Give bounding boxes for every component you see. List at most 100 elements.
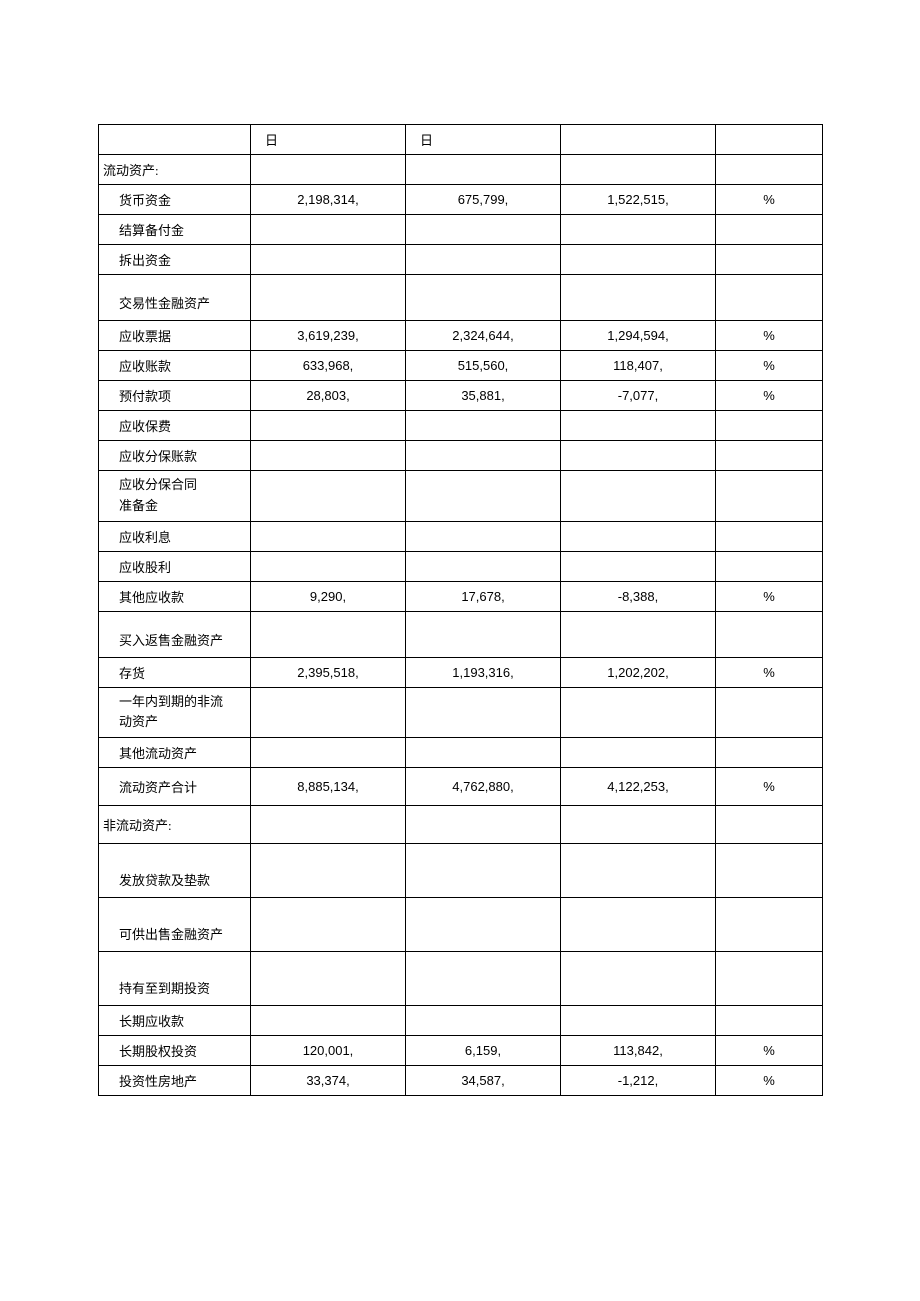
- cell-v3: -7,077,: [561, 381, 716, 411]
- cell-v2: 35,881,: [406, 381, 561, 411]
- header-label: [99, 125, 251, 155]
- table-row: 结算备付金: [99, 215, 823, 245]
- cell-v3: -8,388,: [561, 581, 716, 611]
- cell-v2: [406, 441, 561, 471]
- cell-v3: [561, 952, 716, 1006]
- cell-v3: [561, 275, 716, 321]
- row-label: 货币资金: [99, 185, 251, 215]
- cell-v1: 33,374,: [251, 1066, 406, 1096]
- row-label: 预付款项: [99, 381, 251, 411]
- table-row: 买入返售金融资产: [99, 611, 823, 657]
- cell-v2: [406, 155, 561, 185]
- cell-v4: [716, 521, 823, 551]
- cell-v3: [561, 806, 716, 844]
- cell-v4: [716, 245, 823, 275]
- row-label: 非流动资产:: [99, 806, 251, 844]
- table-row: 一年内到期的非流动资产: [99, 687, 823, 738]
- cell-v3: [561, 245, 716, 275]
- header-row: 日日: [99, 125, 823, 155]
- cell-v4: %: [716, 381, 823, 411]
- row-label: 一年内到期的非流动资产: [99, 687, 251, 738]
- cell-v3: 1,522,515,: [561, 185, 716, 215]
- cell-v3: [561, 215, 716, 245]
- cell-v1: [251, 471, 406, 522]
- cell-v2: [406, 551, 561, 581]
- cell-v2: [406, 806, 561, 844]
- cell-v4: %: [716, 657, 823, 687]
- table-row: 可供出售金融资产: [99, 898, 823, 952]
- cell-v1: [251, 551, 406, 581]
- row-label: 应收股利: [99, 551, 251, 581]
- row-label: 流动资产:: [99, 155, 251, 185]
- table-row: 应收账款633,968,515,560,118,407,%: [99, 351, 823, 381]
- cell-v3: 118,407,: [561, 351, 716, 381]
- cell-v3: 1,294,594,: [561, 321, 716, 351]
- table-row: 应收分保合同准备金: [99, 471, 823, 522]
- table-row: 存货2,395,518,1,193,316,1,202,202,%: [99, 657, 823, 687]
- table-row: 持有至到期投资: [99, 952, 823, 1006]
- cell-v1: [251, 898, 406, 952]
- row-label: 应收分保合同准备金: [99, 471, 251, 522]
- cell-v2: [406, 738, 561, 768]
- cell-v4: [716, 471, 823, 522]
- row-label: 其他流动资产: [99, 738, 251, 768]
- cell-v4: [716, 275, 823, 321]
- cell-v1: 8,885,134,: [251, 768, 406, 806]
- cell-v1: [251, 245, 406, 275]
- header-c5: [716, 125, 823, 155]
- cell-v4: %: [716, 1066, 823, 1096]
- table-row: 流动资产合计8,885,134,4,762,880,4,122,253,%: [99, 768, 823, 806]
- cell-v4: %: [716, 1036, 823, 1066]
- cell-v4: %: [716, 768, 823, 806]
- cell-v2: [406, 611, 561, 657]
- cell-v3: [561, 738, 716, 768]
- cell-v4: [716, 215, 823, 245]
- cell-v1: [251, 738, 406, 768]
- cell-v3: [561, 411, 716, 441]
- row-label: 应收票据: [99, 321, 251, 351]
- row-label: 买入返售金融资产: [99, 611, 251, 657]
- cell-v1: 120,001,: [251, 1036, 406, 1066]
- cell-v2: 4,762,880,: [406, 768, 561, 806]
- cell-v2: [406, 898, 561, 952]
- cell-v1: 2,395,518,: [251, 657, 406, 687]
- balance-sheet-table: 日日流动资产:货币资金2,198,314,675,799,1,522,515,%…: [98, 124, 823, 1096]
- cell-v3: [561, 1006, 716, 1036]
- row-label: 发放贷款及垫款: [99, 844, 251, 898]
- cell-v1: [251, 806, 406, 844]
- cell-v3: [561, 155, 716, 185]
- table-row: 应收利息: [99, 521, 823, 551]
- header-c2: 日: [251, 125, 406, 155]
- cell-v3: [561, 551, 716, 581]
- cell-v2: 1,193,316,: [406, 657, 561, 687]
- row-label: 应收利息: [99, 521, 251, 551]
- cell-v3: [561, 611, 716, 657]
- cell-v2: [406, 844, 561, 898]
- cell-v1: 28,803,: [251, 381, 406, 411]
- cell-v2: 675,799,: [406, 185, 561, 215]
- cell-v3: [561, 844, 716, 898]
- cell-v1: [251, 411, 406, 441]
- cell-v2: 2,324,644,: [406, 321, 561, 351]
- cell-v4: [716, 738, 823, 768]
- row-label: 可供出售金融资产: [99, 898, 251, 952]
- cell-v4: [716, 441, 823, 471]
- cell-v3: 4,122,253,: [561, 768, 716, 806]
- cell-v2: 515,560,: [406, 351, 561, 381]
- header-c4: [561, 125, 716, 155]
- table-row: 其他流动资产: [99, 738, 823, 768]
- row-label: 存货: [99, 657, 251, 687]
- cell-v4: %: [716, 185, 823, 215]
- cell-v1: [251, 275, 406, 321]
- cell-v2: [406, 952, 561, 1006]
- row-label: 流动资产合计: [99, 768, 251, 806]
- cell-v4: [716, 155, 823, 185]
- cell-v4: [716, 844, 823, 898]
- cell-v2: [406, 411, 561, 441]
- cell-v2: 6,159,: [406, 1036, 561, 1066]
- cell-v2: [406, 471, 561, 522]
- cell-v1: [251, 1006, 406, 1036]
- cell-v2: [406, 275, 561, 321]
- table-row: 预付款项28,803,35,881,-7,077,%: [99, 381, 823, 411]
- cell-v3: 1,202,202,: [561, 657, 716, 687]
